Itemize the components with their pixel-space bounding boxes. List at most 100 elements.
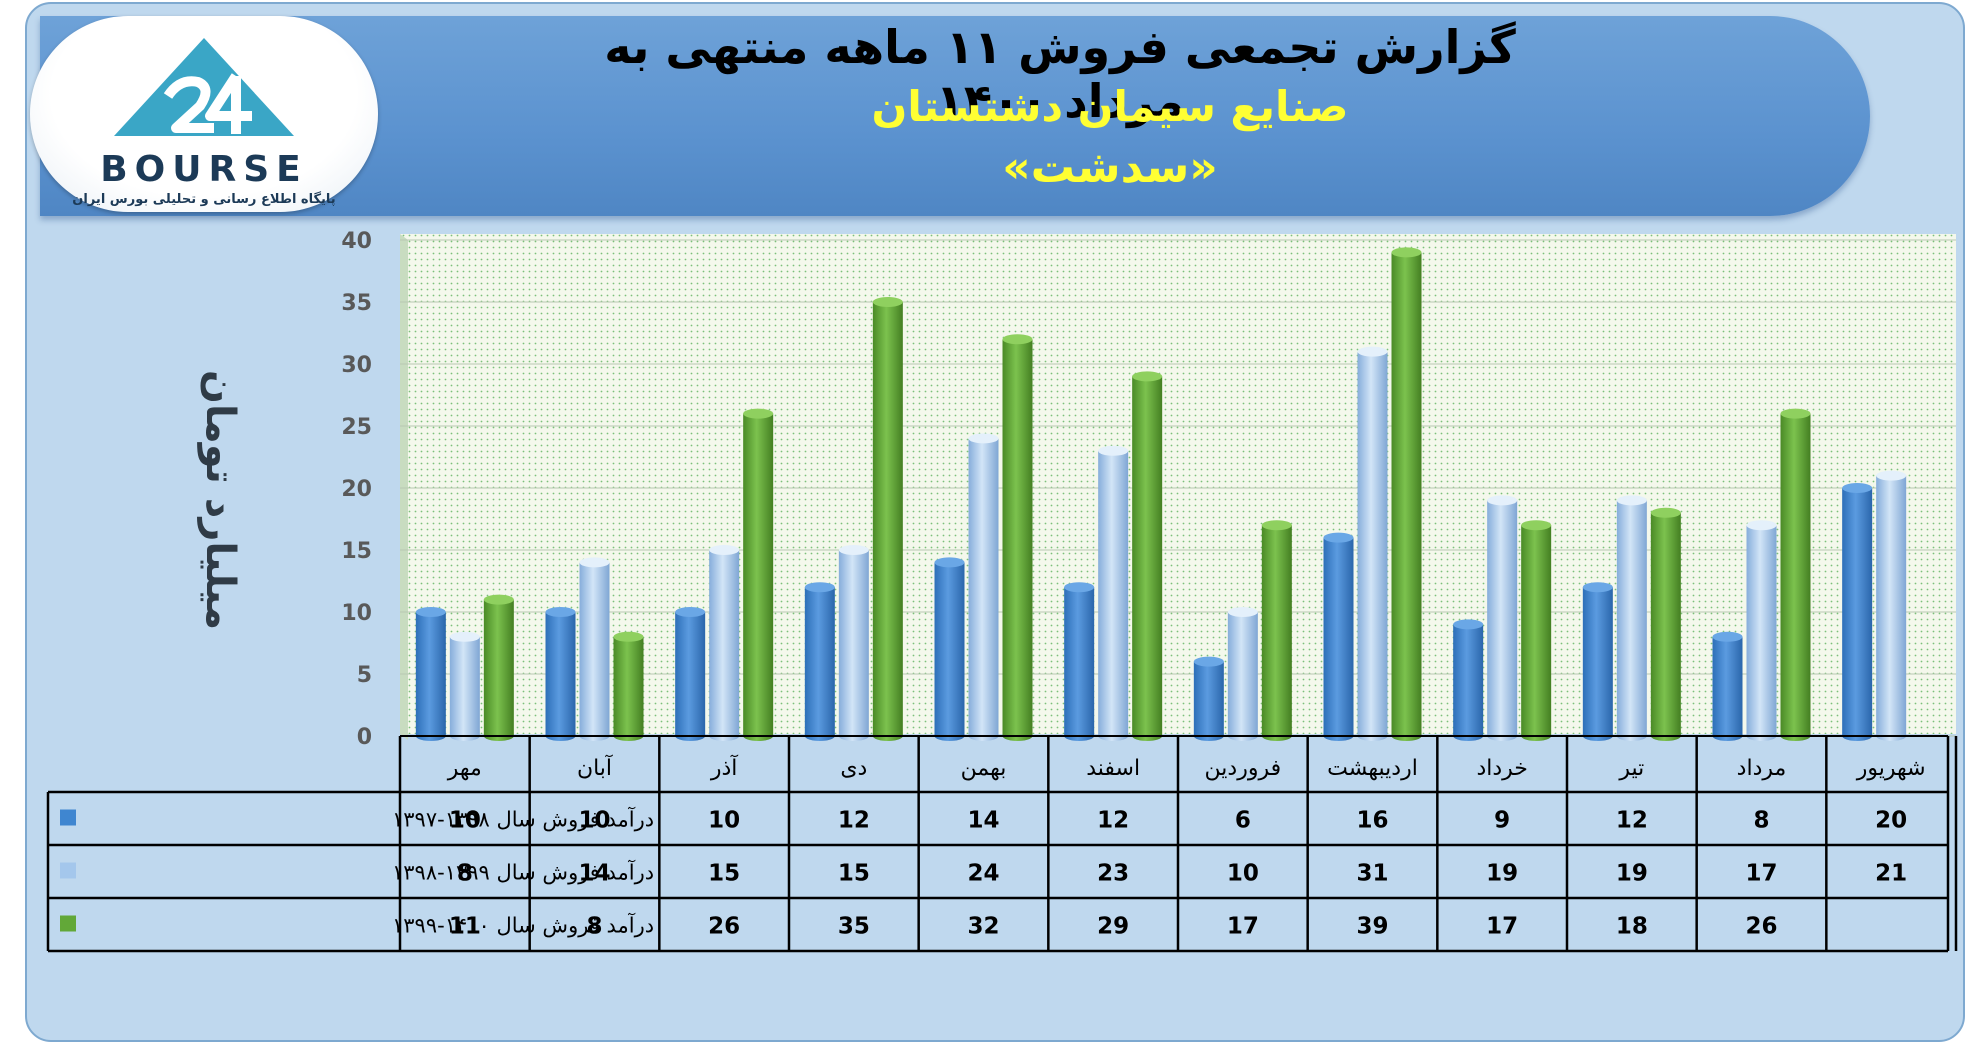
category-label: مرداد [1737,756,1787,781]
category-label: بهمن [961,756,1007,781]
data-label: 14 [967,808,999,834]
plot-area [400,234,1956,734]
legend-swatch [60,915,76,932]
company-name: صنایع سیمان دشتستان [871,82,1349,131]
bar [1780,408,1811,741]
category-label: تیر [1618,756,1644,781]
category-label: اسفند [1086,756,1140,781]
data-label: 24 [967,861,999,887]
bar [1521,520,1552,741]
data-label: 8 [586,914,602,940]
legend-label: درآمد فروش سال ۱۳۹۹-۱۳۹۸ [392,860,654,885]
bar [1391,247,1422,741]
data-label: 18 [1616,914,1648,940]
ticker-symbol: «سدشت» [1002,142,1218,193]
data-label: 35 [838,914,870,940]
bar [483,594,514,741]
data-label: 32 [967,914,999,940]
y-tick-label: 35 [341,291,372,316]
data-label: 10 [578,808,610,834]
data-label: 17 [1486,914,1518,940]
legend-label: درآمد فروش سال ۱۴۰۰-۱۳۹۹ [392,913,654,938]
bar [709,545,740,741]
y-tick-label: 5 [357,663,372,688]
bar [872,297,903,741]
data-label: 8 [1753,808,1769,834]
data-label: 12 [1616,808,1648,834]
data-label: 12 [838,808,870,834]
category-label: دی [840,756,867,781]
bar [1357,346,1388,741]
y-tick-label: 20 [341,477,372,502]
bar [1098,445,1129,741]
bar [1487,495,1518,741]
y-tick-labels: 0 5 10 15 20 25 30 35 40 [341,229,372,750]
bar [1616,495,1647,741]
data-label: 15 [708,861,740,887]
y-tick-label: 0 [357,725,372,750]
bar [1323,532,1354,741]
data-label: 26 [1745,914,1777,940]
report-title: گزارش تجمعی فروش ۱۱ ماهه منتهی به مرداد … [604,20,1516,128]
bar [743,408,774,741]
bar [1582,582,1613,741]
category-label: آبان [577,754,613,781]
y-tick-label: 15 [341,539,372,564]
bar [415,607,446,741]
bar [968,433,999,741]
logo-word: BOURSE [100,149,308,190]
plot-side-wall [400,234,408,740]
legend-label: درآمد فروش سال ۱۳۹۸-۱۳۹۷ [392,807,654,832]
bar [1650,507,1681,741]
category-label: مهر [447,756,482,781]
bar [1746,520,1777,741]
bar [613,631,644,741]
y-tick-label: 10 [341,601,372,626]
data-label: 19 [1616,861,1648,887]
bar [838,545,869,741]
category-label: آذر [710,754,738,781]
legend-swatch [60,809,76,826]
data-label: 12 [1097,808,1129,834]
data-label: 10 [449,808,481,834]
bar [675,607,706,741]
category-label: شهریور [1856,756,1926,781]
bar [1876,470,1907,741]
y-tick-label: 25 [341,415,372,440]
data-label: 19 [1486,861,1518,887]
gridlines [400,239,1956,737]
data-label: 17 [1227,914,1259,940]
data-label: 29 [1097,914,1129,940]
data-label: 21 [1875,861,1907,887]
bar [1261,520,1292,741]
bar [545,607,576,741]
category-label: خرداد [1476,756,1527,781]
y-tick-label: 30 [341,353,372,378]
bourse-24-triangle-logo-icon [114,38,294,136]
data-label: 17 [1745,861,1777,887]
data-label: 14 [578,861,610,887]
bar [1064,582,1095,741]
bar [804,582,835,741]
data-label: 39 [1356,914,1388,940]
bar [1193,656,1224,741]
data-label: 10 [1227,861,1259,887]
data-label: 31 [1356,861,1388,887]
bar [1132,371,1163,741]
data-label: 9 [1494,808,1510,834]
bar [1453,619,1484,741]
logo-tagline: پایگاه اطلاع رسانی و تحلیلی بورس ایران [72,192,336,207]
data-label: 10 [708,808,740,834]
data-label: 20 [1875,808,1907,834]
data-label: 6 [1235,808,1251,834]
legend-swatch [60,862,76,879]
category-label: فروردین [1205,756,1282,781]
data-label: 11 [449,914,481,940]
category-label: اردیبهشت [1327,756,1418,781]
bar [1842,483,1873,741]
bar [934,557,965,741]
bar [579,557,610,741]
bar [1002,334,1033,741]
data-label: 23 [1097,861,1129,887]
